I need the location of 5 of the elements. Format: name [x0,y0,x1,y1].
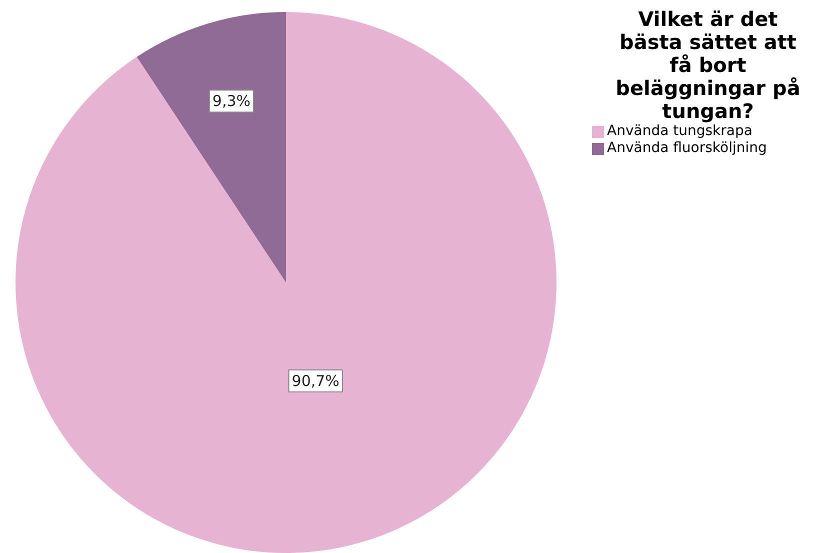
legend-label: Använda fluorsköljning [607,140,767,157]
data-label: 9,3% [212,92,251,110]
text: Vilket är det bästa sättet att få bort beläggningar på tungan? [614,7,802,123]
data-label: 90,7% [292,372,340,390]
legend-label: Använda tungskrapa [607,123,752,140]
